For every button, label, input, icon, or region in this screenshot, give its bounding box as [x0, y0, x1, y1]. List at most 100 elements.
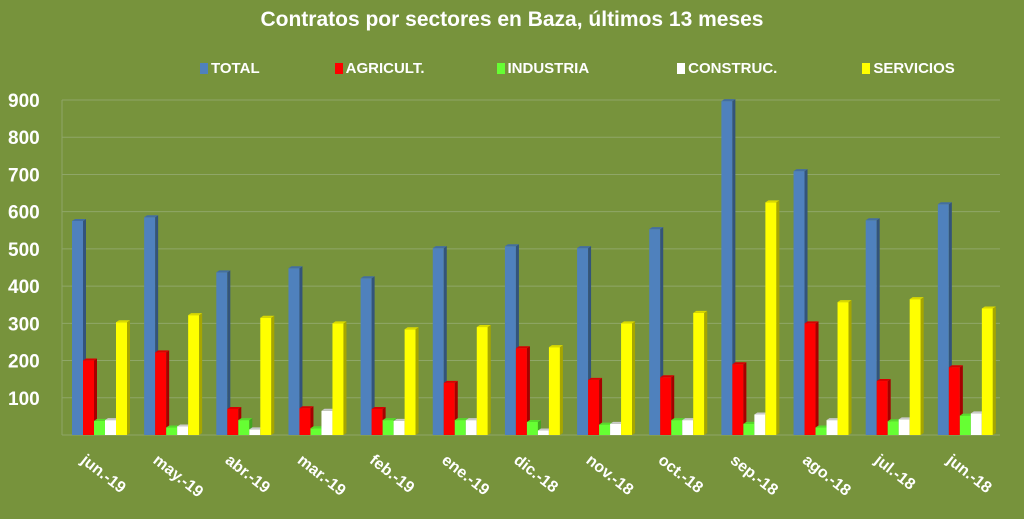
bar-face — [105, 420, 116, 435]
bar-face — [898, 419, 910, 435]
bar-top — [826, 418, 841, 421]
bar-top — [970, 411, 985, 414]
bar-face — [238, 420, 250, 435]
bar-top — [332, 321, 347, 324]
bar-face — [959, 415, 971, 435]
bar-top — [959, 413, 974, 416]
bar-top — [887, 419, 902, 422]
bar-face — [610, 423, 622, 435]
bar-top — [660, 375, 675, 378]
bar-top — [465, 418, 480, 421]
y-tick-label: 500 — [8, 240, 40, 261]
bar-face — [649, 229, 661, 435]
bar-side — [920, 297, 924, 435]
bar-face — [515, 348, 527, 435]
bar-top — [443, 380, 458, 383]
bar-top — [588, 377, 603, 380]
bar-top — [116, 320, 130, 323]
x-tick-label: jul.-18 — [870, 451, 918, 494]
bar-top — [909, 297, 924, 300]
bar-top — [937, 202, 952, 205]
bar-face — [332, 323, 344, 435]
bar-face — [249, 429, 261, 435]
x-tick-label: mar.-19 — [294, 452, 349, 500]
bar-top — [548, 345, 563, 348]
bar-top — [693, 310, 708, 313]
x-tick-label: abr.-19 — [222, 452, 273, 497]
bar-face — [732, 364, 744, 435]
bar-face — [227, 408, 239, 435]
bar-top — [793, 169, 808, 172]
bar-face — [504, 246, 516, 435]
bar-side — [271, 315, 275, 435]
bar-top — [765, 200, 780, 203]
bar-face — [693, 312, 705, 435]
bar-face — [804, 323, 816, 435]
bar-face — [588, 379, 600, 435]
x-tick-label: dic.-18 — [510, 452, 560, 497]
bar-face — [815, 427, 827, 435]
bar-face — [166, 427, 178, 435]
bar-face — [526, 421, 538, 435]
bar-face — [465, 420, 477, 435]
bar-top — [599, 422, 614, 425]
bar-agricult-ago.-18 — [804, 321, 819, 435]
bar-total-abr.-19 — [216, 270, 231, 435]
bar-servicios-mar.-19 — [332, 321, 347, 435]
bar-top — [144, 215, 159, 218]
bar-top — [432, 246, 447, 249]
y-tick-label: 600 — [8, 203, 40, 224]
bar-face — [599, 424, 611, 435]
y-tick-label: 900 — [8, 91, 40, 112]
bar-agricult-dic.-18 — [515, 346, 530, 435]
bar-face — [671, 420, 683, 435]
bar-top — [815, 425, 830, 428]
bar-side — [599, 377, 603, 435]
bar-side — [415, 327, 419, 435]
bar-face — [837, 302, 849, 435]
bar-top — [476, 325, 491, 328]
bar-top — [671, 418, 686, 421]
bar-top — [166, 425, 181, 428]
bar-top — [188, 313, 203, 316]
bar-servicios-abr.-19 — [260, 315, 275, 435]
legend-label: TOTAL — [211, 60, 260, 77]
bar-face — [887, 421, 899, 435]
bar-top — [621, 321, 636, 324]
bar-face — [404, 329, 416, 435]
bar-servicios-sep.-18 — [765, 200, 780, 435]
chart-title: Contratos por sectores en Baza, últimos … — [260, 8, 764, 31]
bar-face — [909, 299, 921, 435]
bar-top — [72, 218, 86, 221]
legend-swatch — [677, 63, 686, 74]
bar-servicios-jun.-18 — [981, 306, 996, 435]
y-tick-label: 200 — [8, 352, 40, 373]
bar-top — [526, 419, 541, 422]
bar-face — [155, 352, 167, 435]
bar-face — [754, 414, 766, 435]
bar-face — [310, 428, 322, 435]
x-tick-label: may.-19 — [150, 452, 207, 501]
x-tick-label: jun.-18 — [943, 451, 995, 497]
bar-side — [199, 313, 203, 435]
bar-servicios-nov.-18 — [621, 321, 636, 435]
bar-top — [310, 426, 325, 429]
bar-agricult-jun.-19 — [83, 358, 97, 435]
bar-face — [116, 322, 127, 435]
bar-top — [981, 306, 996, 309]
legend-item-total: TOTAL — [200, 60, 260, 77]
bar-face — [981, 308, 993, 435]
bar-side — [299, 266, 303, 435]
bar-top — [649, 227, 664, 230]
bar-top — [249, 427, 264, 430]
bar-face — [371, 408, 383, 435]
bar-top — [404, 327, 419, 330]
bar-face — [876, 381, 888, 435]
bar-top — [238, 418, 253, 421]
y-tick-label: 800 — [8, 128, 40, 149]
bar-top — [898, 417, 913, 420]
bar-top — [454, 418, 469, 421]
x-tick-label: nov.-18 — [583, 452, 637, 499]
bar-face — [144, 217, 156, 435]
bar-top — [804, 321, 819, 324]
